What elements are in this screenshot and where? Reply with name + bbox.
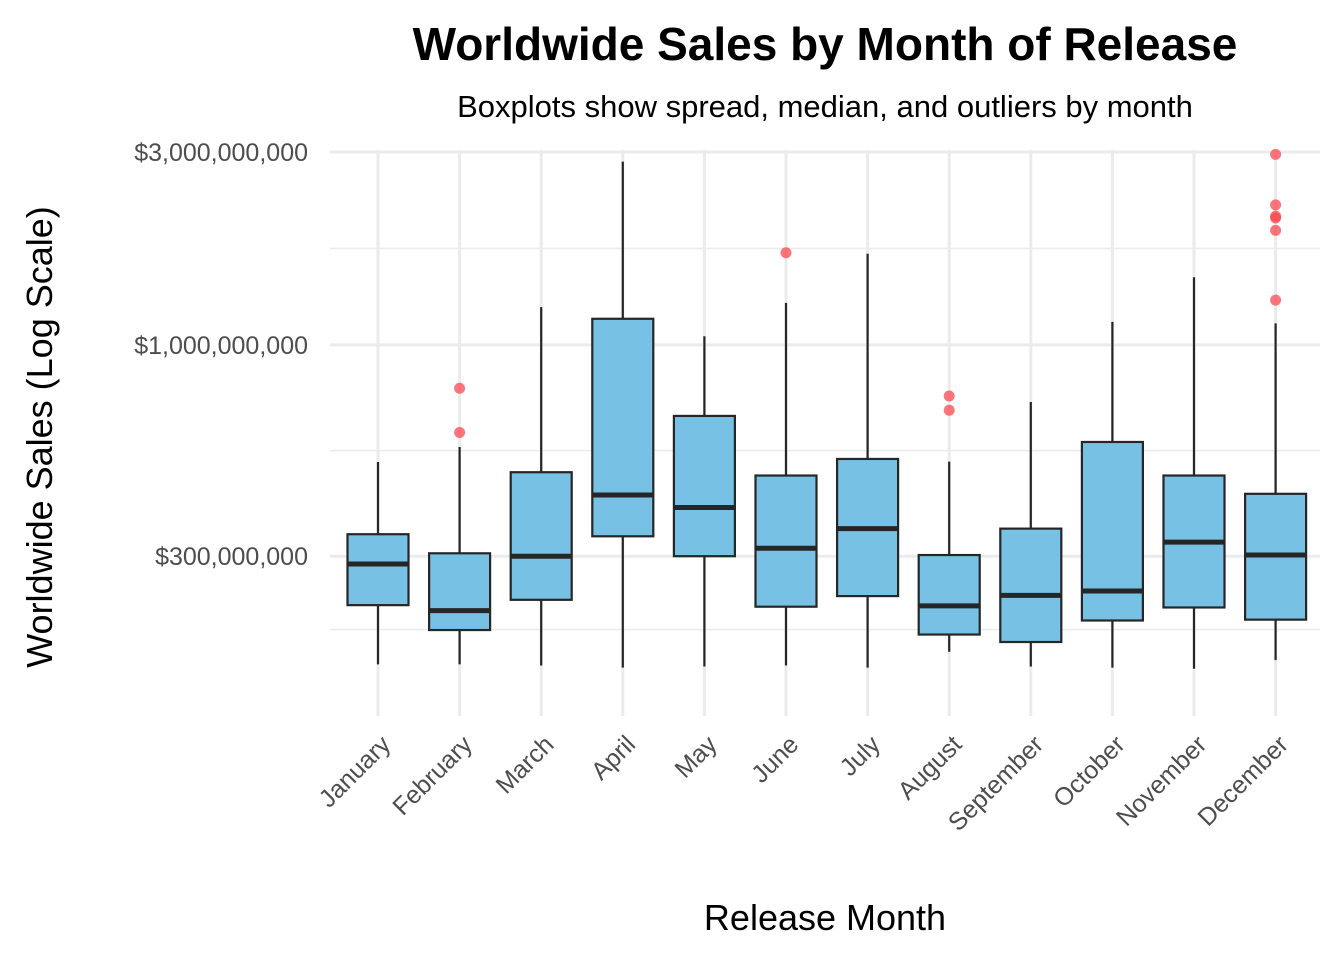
outlier-point: [780, 247, 792, 259]
box-february: [428, 382, 492, 665]
box-september: [999, 402, 1063, 667]
box-april: [591, 161, 655, 668]
box-iqr: [509, 471, 573, 601]
outlier-point: [1270, 224, 1282, 236]
box-iqr: [917, 553, 981, 636]
y-axis-title: Worldwide Sales (Log Scale): [19, 206, 60, 668]
x-tick-label: May: [669, 730, 723, 784]
x-tick-label: August: [893, 730, 968, 805]
box-iqr: [672, 414, 737, 558]
outlier-point: [454, 382, 466, 394]
outlier-point: [1270, 199, 1282, 211]
chart-title: Worldwide Sales by Month of Release: [413, 18, 1238, 70]
y-tick-labels: $300,000,000 $1,000,000,000 $3,000,000,000: [134, 139, 308, 571]
box-october: [1080, 321, 1145, 668]
x-tick-label: March: [491, 730, 560, 799]
outlier-point: [943, 390, 955, 402]
outlier-point: [1270, 210, 1282, 222]
box-november: [1162, 277, 1226, 669]
outlier-point: [1270, 148, 1282, 160]
box-july: [835, 253, 900, 668]
x-tick-label: December: [1192, 730, 1293, 831]
outlier-point: [1270, 294, 1282, 306]
x-tick-label: April: [586, 730, 641, 785]
x-tick-label: February: [387, 730, 478, 821]
y-tick-label: $1,000,000,000: [134, 332, 308, 360]
outlier-point: [943, 404, 955, 416]
box-iqr: [591, 317, 655, 538]
y-tick-label: $3,000,000,000: [134, 139, 308, 167]
x-tick-label: June: [746, 730, 804, 788]
box-december: [1243, 148, 1308, 661]
x-tick-label: January: [314, 730, 397, 813]
outlier-point: [454, 426, 466, 438]
box-iqr: [999, 527, 1063, 644]
box-june: [754, 247, 818, 666]
chart-subtitle: Boxplots show spread, median, and outlie…: [457, 89, 1193, 124]
box-iqr: [428, 552, 492, 632]
box-iqr: [754, 474, 818, 608]
box-march: [509, 307, 573, 666]
box-january: [346, 462, 410, 665]
box-iqr: [1080, 440, 1145, 622]
box-may: [672, 336, 737, 667]
box-august: [917, 390, 981, 652]
y-tick-label: $300,000,000: [155, 543, 308, 571]
x-axis-title: Release Month: [704, 897, 946, 938]
x-tick-label: October: [1048, 730, 1131, 813]
x-tick-label: July: [835, 730, 887, 782]
box-iqr: [346, 533, 410, 607]
boxes: [346, 148, 1308, 669]
